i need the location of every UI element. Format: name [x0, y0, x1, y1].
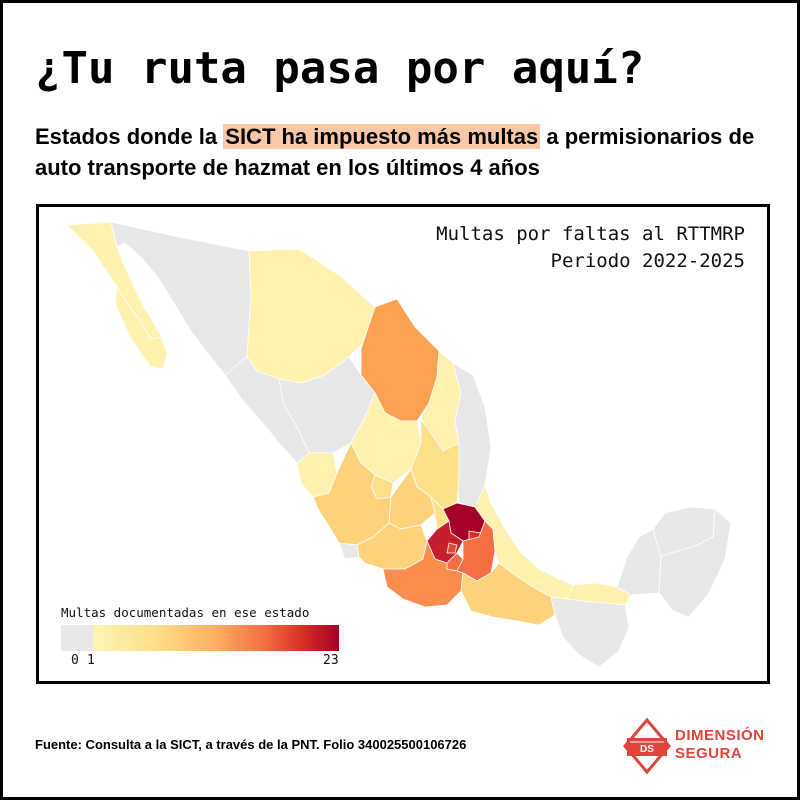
map-title: Multas por faltas al RTTMRP Periodo 2022…	[436, 221, 745, 275]
logo-monogram: DS	[640, 744, 654, 755]
map-legend: Multas documentadas en ese estado 0 1 23	[61, 605, 341, 669]
brand-logo[interactable]: DS DIMENSIÓN SEGURA	[621, 716, 781, 776]
page-subtitle: Estados donde la SICT ha impuesto más mu…	[35, 121, 775, 183]
state-chiapas[interactable]	[550, 596, 630, 668]
state-ciudad-de-mexico[interactable]	[446, 542, 458, 554]
page-title: ¿Tu ruta pasa por aquí?	[35, 43, 645, 94]
legend-color-ramp	[93, 625, 339, 651]
state-campeche[interactable]	[616, 528, 662, 596]
mexico-choropleth-map	[66, 221, 732, 668]
state-quintana-roo[interactable]	[658, 508, 732, 618]
map-title-line1: Multas por faltas al RTTMRP	[436, 223, 745, 245]
state-chihuahua[interactable]	[246, 248, 376, 384]
legend-tick-low: 1	[87, 653, 95, 668]
legend-tick-max: 23	[323, 653, 339, 668]
state-colima[interactable]	[338, 542, 360, 560]
state-guerrero[interactable]	[382, 539, 464, 608]
state-zacatecas[interactable]	[350, 392, 422, 484]
logo-line1: DIMENSIÓN	[675, 727, 765, 744]
subtitle-text-start: Estados donde la	[35, 124, 224, 149]
map-panel: Multas por faltas al RTTMRP Periodo 2022…	[36, 204, 770, 684]
state-jalisco[interactable]	[312, 442, 392, 546]
legend-zero-swatch	[61, 625, 93, 651]
legend-title: Multas documentadas en ese estado	[61, 605, 310, 620]
map-title-line2: Periodo 2022-2025	[550, 250, 745, 272]
logo-wordmark: DIMENSIÓN SEGURA	[675, 727, 765, 763]
state-baja-california-sur[interactable]	[114, 285, 168, 370]
legend-tick-min: 0	[71, 653, 79, 668]
subtitle-text-end: a permisionarios de auto transporte de h…	[35, 124, 755, 180]
logo-line2: SEGURA	[675, 745, 743, 762]
ds-diamond-icon: DS	[623, 717, 671, 775]
source-footnote: Fuente: Consulta a la SICT, a través de …	[35, 737, 467, 752]
subtitle-highlight: SICT ha impuesto más multas	[223, 124, 541, 149]
